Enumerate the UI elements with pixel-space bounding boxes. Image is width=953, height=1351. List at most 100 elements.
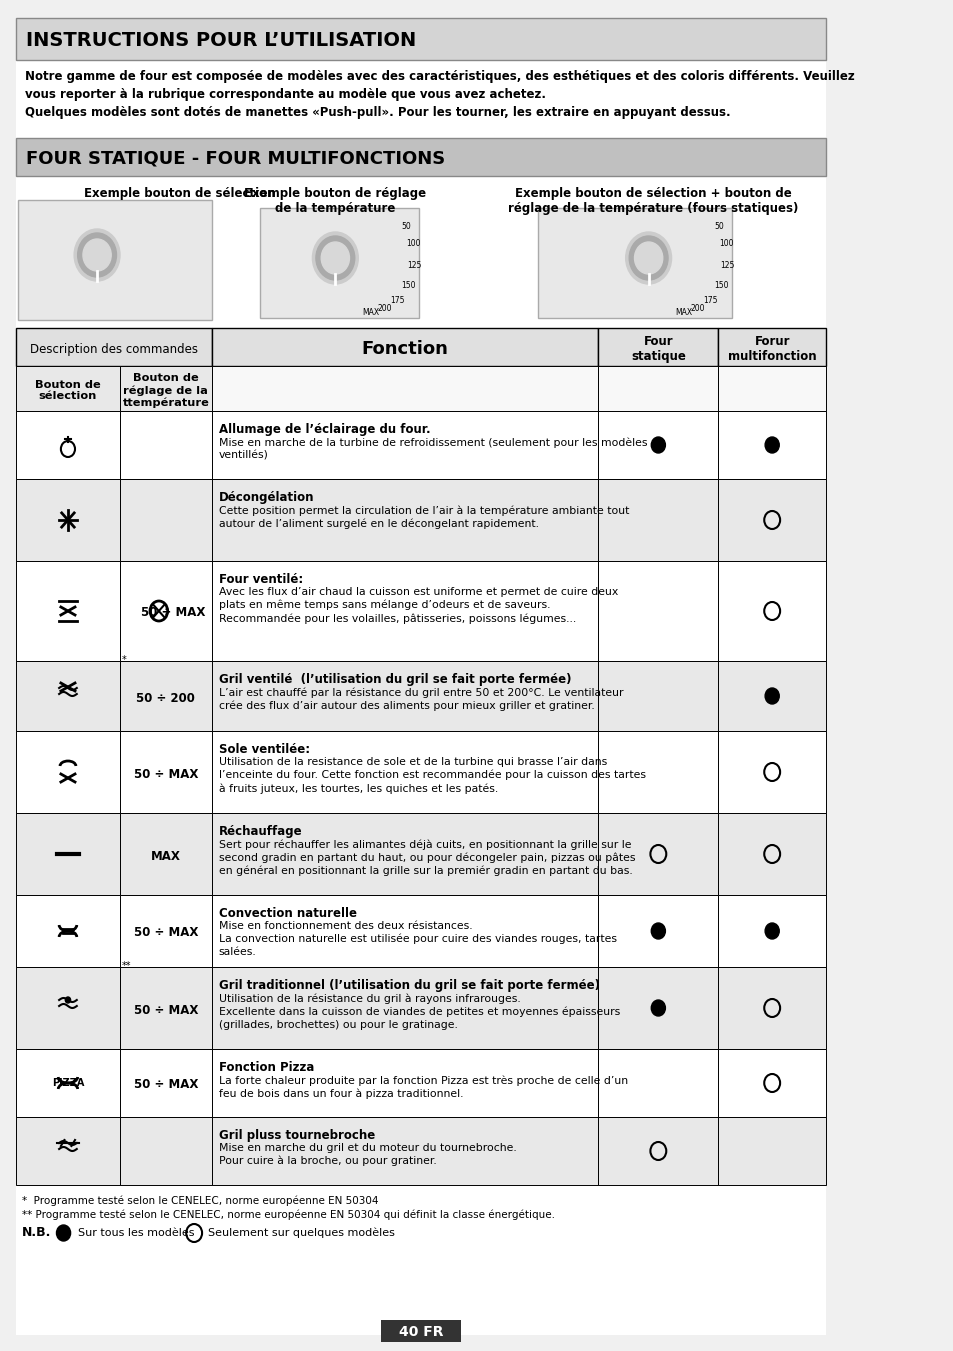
Text: Gril traditionnel (l’utilisation du gril se fait porte fermée): Gril traditionnel (l’utilisation du gril… — [218, 979, 599, 992]
FancyBboxPatch shape — [16, 967, 120, 1048]
Text: Forur
multifonction: Forur multifonction — [727, 335, 816, 363]
FancyBboxPatch shape — [16, 813, 120, 894]
FancyBboxPatch shape — [16, 411, 120, 480]
Text: MAX: MAX — [361, 308, 378, 317]
Text: 50: 50 — [714, 222, 723, 231]
Text: 50 ÷ MAX: 50 ÷ MAX — [141, 607, 205, 620]
Circle shape — [312, 232, 358, 284]
FancyBboxPatch shape — [120, 411, 212, 480]
Text: 200: 200 — [690, 304, 704, 313]
Text: *  Programme testé selon le CENELEC, norme européenne EN 50304: * Programme testé selon le CENELEC, norm… — [22, 1196, 378, 1205]
FancyBboxPatch shape — [212, 731, 598, 813]
FancyBboxPatch shape — [381, 1320, 460, 1342]
FancyBboxPatch shape — [16, 894, 120, 967]
Circle shape — [321, 242, 349, 274]
Circle shape — [77, 232, 116, 277]
FancyBboxPatch shape — [598, 366, 718, 411]
Circle shape — [629, 236, 667, 280]
FancyBboxPatch shape — [212, 328, 598, 366]
Text: Exemple bouton de sélection: Exemple bouton de sélection — [84, 186, 275, 200]
Text: MAX: MAX — [151, 850, 181, 862]
FancyBboxPatch shape — [718, 1048, 825, 1117]
Text: 50: 50 — [400, 222, 411, 231]
Text: La forte chaleur produite par la fonction Pizza est très proche de celle d’un
fe: La forte chaleur produite par la fonctio… — [218, 1075, 627, 1098]
FancyBboxPatch shape — [598, 894, 718, 967]
Text: **: ** — [122, 961, 132, 971]
Text: Bouton de
réglage de la
ttempérature: Bouton de réglage de la ttempérature — [122, 373, 209, 408]
Text: Description des commandes: Description des commandes — [30, 343, 197, 355]
FancyBboxPatch shape — [598, 1048, 718, 1117]
FancyBboxPatch shape — [16, 19, 825, 1335]
FancyBboxPatch shape — [16, 731, 120, 813]
Text: Sole ventilée:: Sole ventilée: — [218, 743, 310, 757]
Text: Gril pluss tournebroche: Gril pluss tournebroche — [218, 1129, 375, 1142]
Text: 125: 125 — [720, 261, 734, 270]
Text: Sert pour réchauffer les alimantes déjà cuits, en positionnant la grille sur le
: Sert pour réchauffer les alimantes déjà … — [218, 839, 635, 877]
Text: N.B.: N.B. — [22, 1227, 51, 1239]
Text: Exemple bouton de réglage
de la température: Exemple bouton de réglage de la températ… — [244, 186, 426, 215]
FancyBboxPatch shape — [598, 561, 718, 661]
FancyBboxPatch shape — [598, 813, 718, 894]
FancyBboxPatch shape — [212, 967, 598, 1048]
Text: Four
statique: Four statique — [630, 335, 685, 363]
Text: PIZZA: PIZZA — [51, 1078, 84, 1088]
FancyBboxPatch shape — [16, 18, 825, 59]
Text: Réchauffage: Réchauffage — [218, 825, 302, 838]
FancyBboxPatch shape — [598, 731, 718, 813]
FancyBboxPatch shape — [718, 813, 825, 894]
Text: 150: 150 — [400, 281, 416, 290]
FancyBboxPatch shape — [120, 731, 212, 813]
FancyBboxPatch shape — [718, 328, 825, 366]
FancyBboxPatch shape — [120, 813, 212, 894]
FancyBboxPatch shape — [718, 894, 825, 967]
Circle shape — [651, 923, 664, 939]
FancyBboxPatch shape — [212, 813, 598, 894]
Text: Fonction Pizza: Fonction Pizza — [218, 1061, 314, 1074]
FancyBboxPatch shape — [212, 561, 598, 661]
FancyBboxPatch shape — [212, 661, 598, 731]
Text: 125: 125 — [407, 261, 421, 270]
Circle shape — [764, 436, 779, 453]
FancyBboxPatch shape — [718, 561, 825, 661]
Text: Exemple bouton de sélection + bouton de
réglage de la température (fours statiqu: Exemple bouton de sélection + bouton de … — [507, 186, 798, 215]
FancyBboxPatch shape — [718, 411, 825, 480]
FancyBboxPatch shape — [598, 967, 718, 1048]
FancyBboxPatch shape — [212, 366, 598, 411]
FancyBboxPatch shape — [537, 208, 732, 317]
Text: 50 ÷ MAX: 50 ÷ MAX — [133, 767, 198, 781]
Text: 50 ÷ MAX: 50 ÷ MAX — [133, 927, 198, 939]
FancyBboxPatch shape — [120, 1117, 212, 1185]
FancyBboxPatch shape — [212, 1117, 598, 1185]
Circle shape — [83, 239, 112, 272]
Text: Allumage de l’éclairage du four.: Allumage de l’éclairage du four. — [218, 423, 430, 436]
Text: Seulement sur quelques modèles: Seulement sur quelques modèles — [208, 1228, 395, 1239]
Circle shape — [651, 1000, 664, 1016]
FancyBboxPatch shape — [16, 138, 825, 176]
FancyBboxPatch shape — [120, 561, 212, 661]
FancyBboxPatch shape — [598, 661, 718, 731]
FancyBboxPatch shape — [16, 1048, 120, 1117]
Text: 150: 150 — [714, 281, 728, 290]
FancyBboxPatch shape — [598, 411, 718, 480]
Circle shape — [651, 436, 664, 453]
Text: *: * — [122, 655, 127, 665]
FancyBboxPatch shape — [212, 1048, 598, 1117]
FancyBboxPatch shape — [16, 366, 120, 411]
Text: 200: 200 — [376, 304, 392, 313]
FancyBboxPatch shape — [598, 1117, 718, 1185]
FancyBboxPatch shape — [718, 1117, 825, 1185]
Text: 50 ÷ MAX: 50 ÷ MAX — [133, 1004, 198, 1016]
Text: 50 ÷ 200: 50 ÷ 200 — [136, 692, 195, 704]
Text: Avec les flux d’air chaud la cuisson est uniforme et permet de cuire deux
plats : Avec les flux d’air chaud la cuisson est… — [218, 586, 618, 624]
FancyBboxPatch shape — [260, 208, 418, 317]
Text: Cette position permet la circulation de l’air à la température ambiante tout
aut: Cette position permet la circulation de … — [218, 505, 629, 530]
FancyBboxPatch shape — [718, 366, 825, 411]
Text: Convection naturelle: Convection naturelle — [218, 907, 356, 920]
Text: FOUR STATIQUE - FOUR MULTIFONCTIONS: FOUR STATIQUE - FOUR MULTIFONCTIONS — [27, 150, 445, 168]
Circle shape — [315, 236, 355, 280]
Text: Sur tous les modèles: Sur tous les modèles — [77, 1228, 194, 1238]
Text: Utilisation de la resistance de sole et de la turbine qui brasse l’air dans
l’en: Utilisation de la resistance de sole et … — [218, 757, 645, 794]
FancyBboxPatch shape — [718, 967, 825, 1048]
Text: 100: 100 — [405, 239, 420, 249]
FancyBboxPatch shape — [718, 480, 825, 561]
